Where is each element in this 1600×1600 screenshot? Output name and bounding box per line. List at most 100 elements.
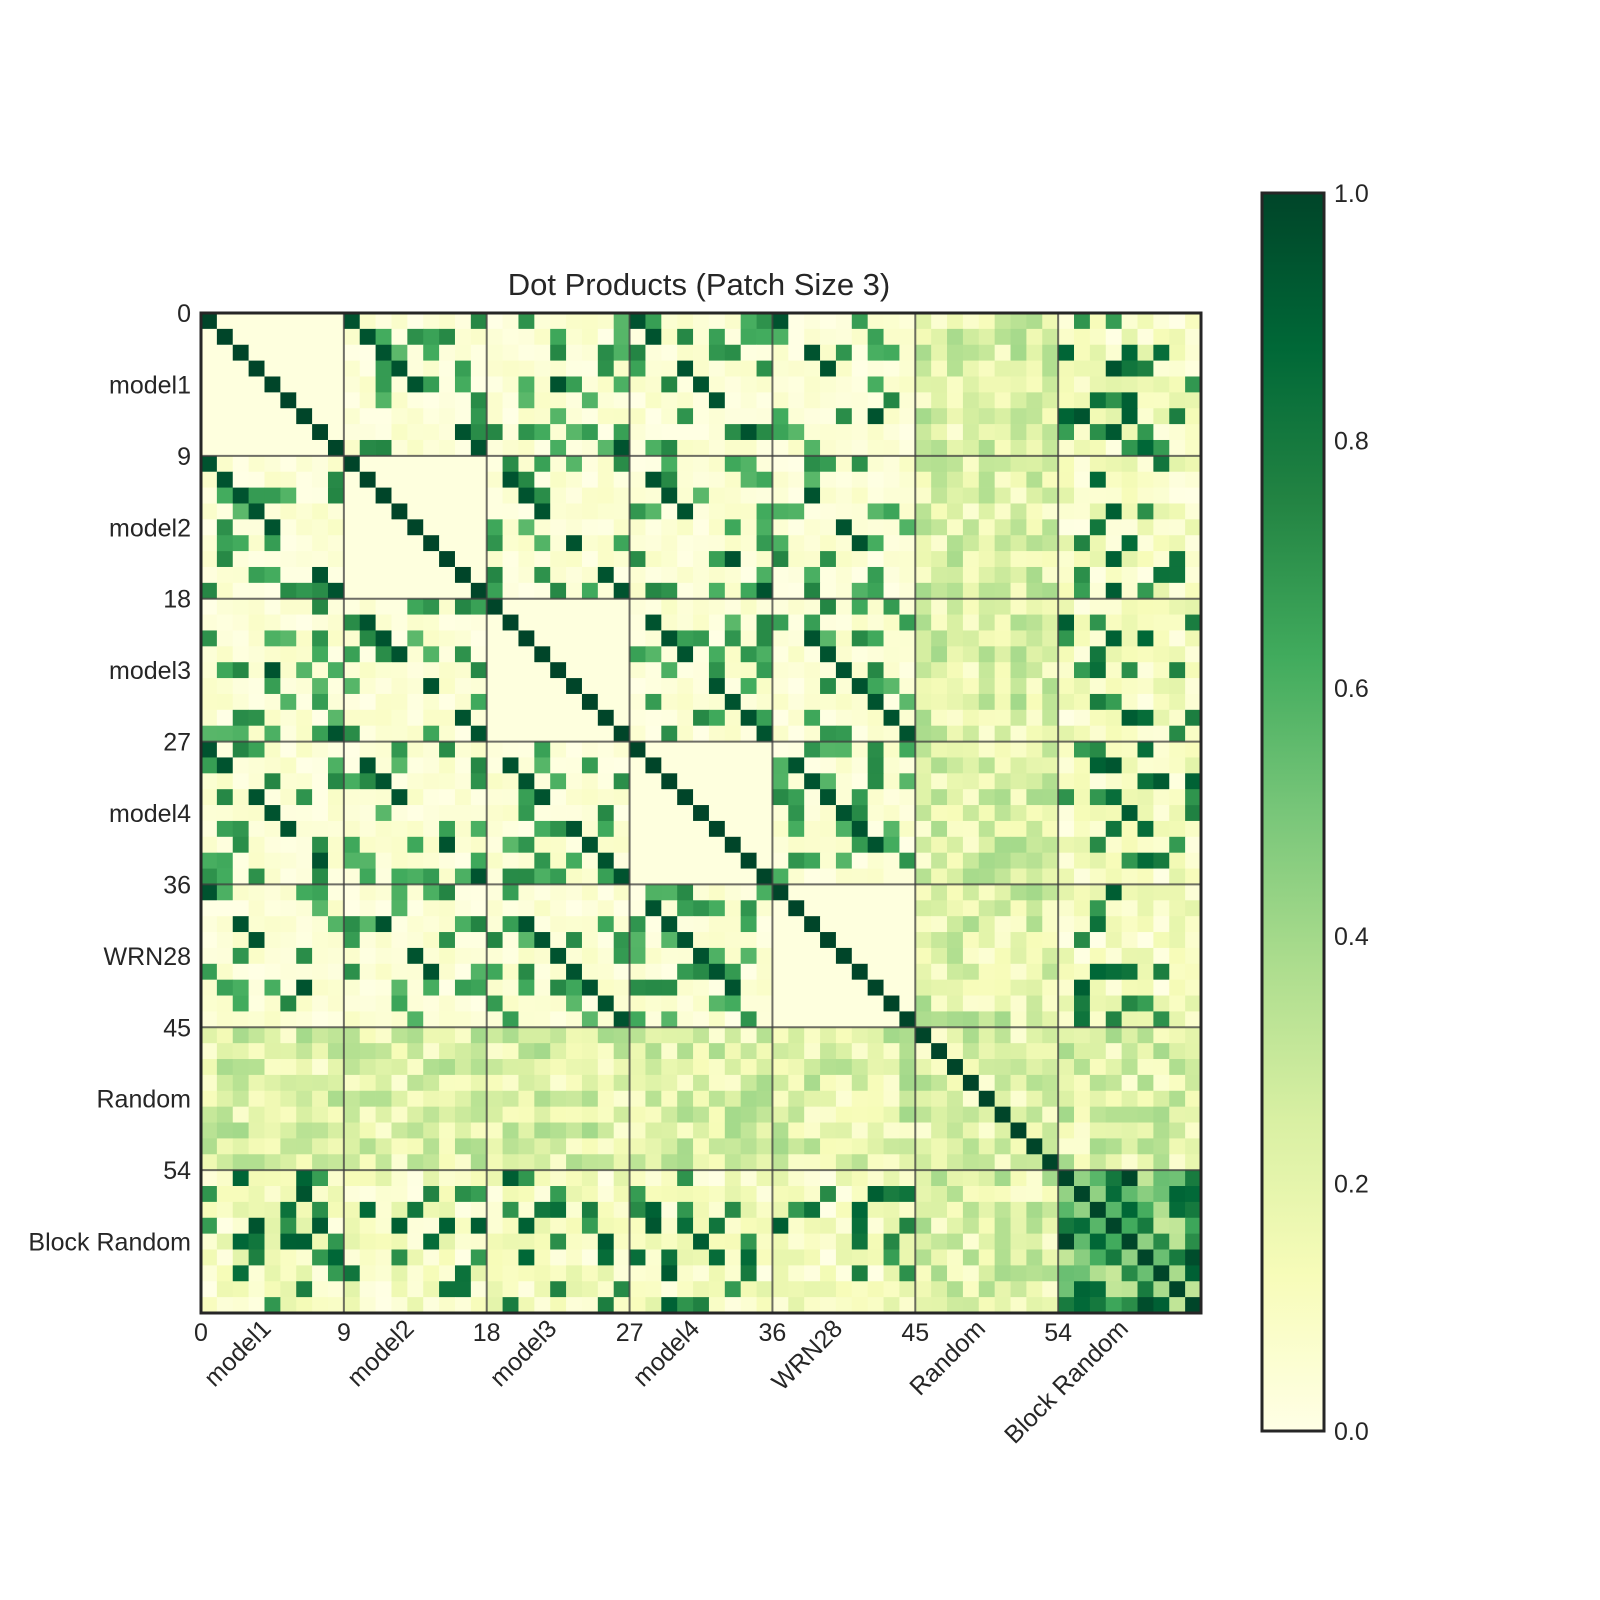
heatmap-cell [788,1059,805,1076]
heatmap-cell [581,1233,599,1250]
heatmap-cell [264,1201,281,1219]
heatmap-cell [693,662,710,679]
heatmap-cell [296,741,313,758]
heatmap-cell [391,1217,408,1234]
heatmap-cell [1105,1122,1122,1139]
heatmap-cell [439,820,456,838]
heatmap-cell [597,1249,615,1266]
heatmap-cell [804,328,821,346]
heatmap-cell [280,1297,297,1314]
heatmap-cell [978,693,996,711]
heatmap-cell [931,1138,948,1155]
heatmap-cell [312,519,329,536]
heatmap-cell [1137,1059,1154,1076]
heatmap-cell [581,1043,599,1060]
heatmap-cell [232,376,249,393]
heatmap-cell [470,582,488,600]
heatmap-cell [994,1233,1011,1250]
heatmap-cell [566,328,583,346]
heatmap-cell [1153,963,1170,981]
heatmap-cell [454,1090,472,1108]
heatmap-cell [359,805,376,822]
heatmap-cell [454,328,472,346]
heatmap-cell [359,1074,376,1092]
heatmap-cell [550,439,567,457]
heatmap-cell [343,408,361,425]
heatmap-cell [470,1297,488,1314]
heatmap-cell [391,900,408,917]
heatmap-cell [661,424,678,441]
heatmap-cell [962,789,980,806]
heatmap-cell [613,789,630,806]
heatmap-cell [1089,852,1107,869]
heatmap-cell [486,376,503,393]
heatmap-cell [216,1249,234,1266]
heatmap-cell [772,566,789,584]
heatmap-cell [1010,376,1027,393]
heatmap-cell [454,376,472,393]
heatmap-cell [661,741,678,758]
heatmap-cell [851,313,869,330]
heatmap-cell [216,963,234,981]
heatmap-cell [835,519,853,536]
heatmap-cell [327,1170,345,1187]
heatmap-cell [947,1281,964,1298]
heatmap-cell [232,932,249,949]
heatmap-cell [248,630,265,647]
heatmap-cell [677,820,694,838]
heatmap-cell [883,519,900,536]
heatmap-cell [994,979,1011,996]
heatmap-cell [962,741,980,758]
heatmap-cell [264,773,281,790]
heatmap-cell [391,805,408,822]
heatmap-cell [581,741,599,758]
heatmap-cell [566,1122,583,1139]
heatmap-cell [454,884,472,901]
heatmap-cell [851,932,869,949]
heatmap-cell [1058,646,1075,663]
heatmap-cell [1105,836,1122,854]
heatmap-cell [1137,789,1154,806]
heatmap-cell [820,725,837,742]
heatmap-cell [820,1281,837,1298]
heatmap-cell [1105,1074,1122,1092]
heatmap-cell [423,963,440,981]
heatmap-cell [407,646,424,663]
heatmap-cell [772,916,789,933]
heatmap-cell [756,900,773,917]
heatmap-cell [677,344,694,361]
heatmap-cell [867,947,884,965]
heatmap-cell [1026,566,1043,584]
heatmap-cell [899,471,916,488]
heatmap-cell [788,408,805,425]
heatmap-cell [899,630,916,647]
heatmap-cell [264,932,281,949]
heatmap-cell [947,709,964,727]
heatmap-cell [502,1011,519,1028]
heatmap-cell [375,757,392,774]
heatmap-cell [724,820,742,838]
heatmap-cell [1089,1027,1107,1044]
heatmap-cell [740,1201,757,1219]
heatmap-cell [629,471,646,488]
heatmap-cell [1137,360,1154,377]
heatmap-cell [343,598,361,615]
heatmap-cell [1105,916,1122,933]
heatmap-cell [407,503,424,520]
heatmap-cell [994,328,1011,346]
heatmap-cell [820,1106,837,1123]
heatmap-cell [454,900,472,917]
heatmap-cell [931,884,948,901]
heatmap-cell [994,1122,1011,1139]
heatmap-cell [534,1265,551,1282]
heatmap-cell [280,471,297,488]
heatmap-cell [1026,1154,1043,1171]
heatmap-cell [1026,408,1043,425]
heatmap-cell [296,519,313,536]
heatmap-cell [470,789,488,806]
heatmap-cell [883,1043,900,1060]
heatmap-cell [1074,392,1091,409]
heatmap-cell [1010,455,1027,473]
heatmap-cell [931,408,948,425]
heatmap-cell [1105,1201,1122,1219]
